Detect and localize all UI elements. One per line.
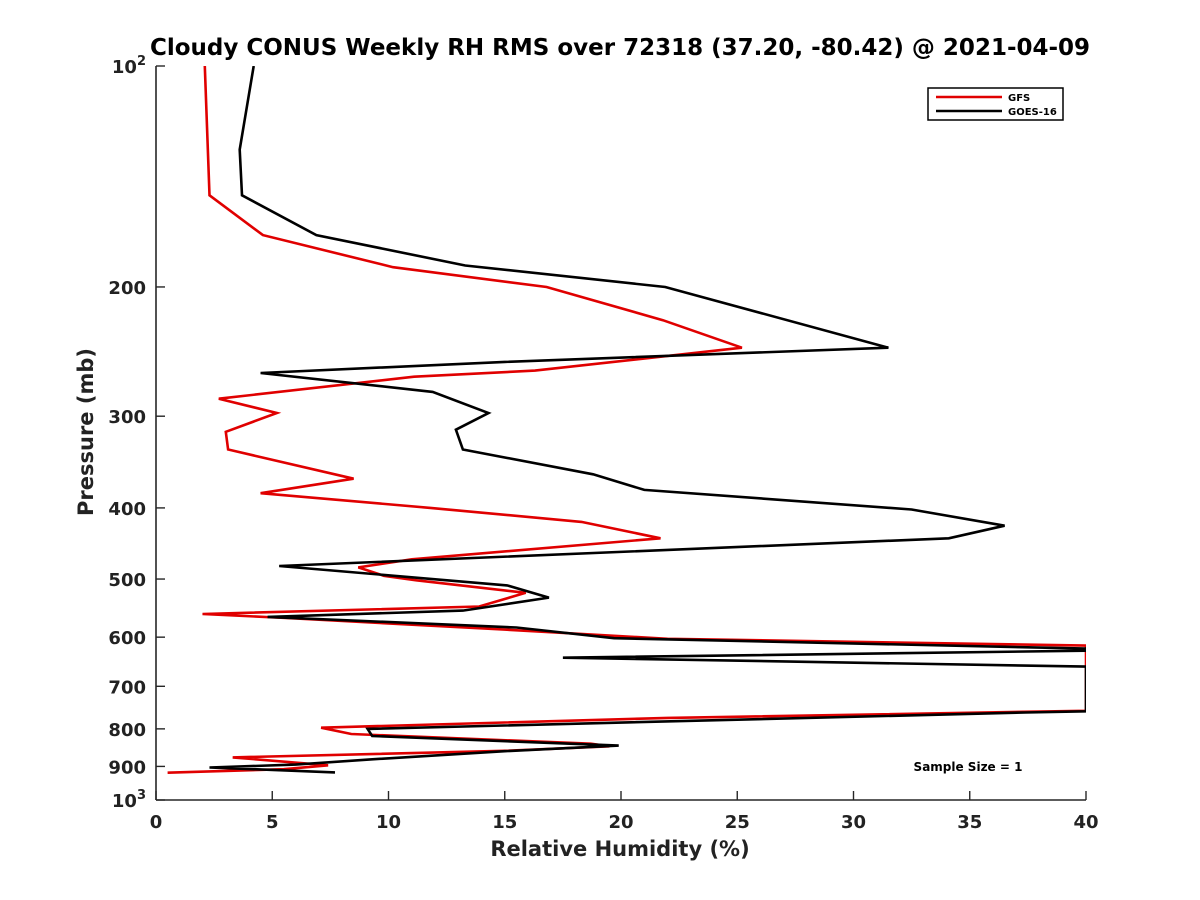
- y-tick-label-500: 500: [108, 570, 146, 591]
- y-tick-label-200: 200: [108, 278, 146, 299]
- y-tick-label-700: 700: [108, 677, 146, 698]
- x-tick-label-30: 30: [841, 812, 866, 833]
- legend-gfs-label: GFS: [1008, 93, 1030, 104]
- y-tick-label-900: 900: [108, 757, 146, 778]
- plot-axes-frame: [156, 66, 1086, 800]
- x-tick-label-10: 10: [376, 812, 401, 833]
- legend: GFS GOES-16: [927, 87, 1064, 121]
- x-tick-label-0: 0: [150, 812, 163, 833]
- legend-box: [927, 87, 1064, 121]
- y-axis-label: Pressure (mb): [74, 348, 98, 516]
- y-tick-label-100: 102: [112, 54, 146, 78]
- chart-title: Cloudy CONUS Weekly RH RMS over 72318 (3…: [150, 35, 1090, 61]
- series-layer: [167, 66, 1086, 774]
- x-axis-label: Relative Humidity (%): [490, 837, 749, 861]
- ticks-layer: 0 5 10 15 20 25 30 35 40 102 200 300 400 500 600 700 800…: [108, 54, 1098, 833]
- y-tick-label-1000: 103: [112, 788, 146, 812]
- sample-size-annotation: Sample Size = 1: [914, 760, 1023, 774]
- y-tick-label-400: 400: [108, 499, 146, 520]
- x-tick-label-40: 40: [1073, 812, 1098, 833]
- x-tick-label-25: 25: [725, 812, 750, 833]
- legend-goes16-label: GOES-16: [1008, 107, 1057, 118]
- x-tick-label-5: 5: [266, 812, 279, 833]
- series-line-goes16: [209, 66, 1086, 774]
- series-line-gfs: [167, 66, 1086, 774]
- y-tick-label-600: 600: [108, 628, 146, 649]
- x-tick-label-20: 20: [608, 812, 633, 833]
- y-tick-label-300: 300: [108, 407, 146, 428]
- x-tick-label-15: 15: [492, 812, 517, 833]
- x-tick-label-35: 35: [957, 812, 982, 833]
- y-tick-label-800: 800: [108, 720, 146, 741]
